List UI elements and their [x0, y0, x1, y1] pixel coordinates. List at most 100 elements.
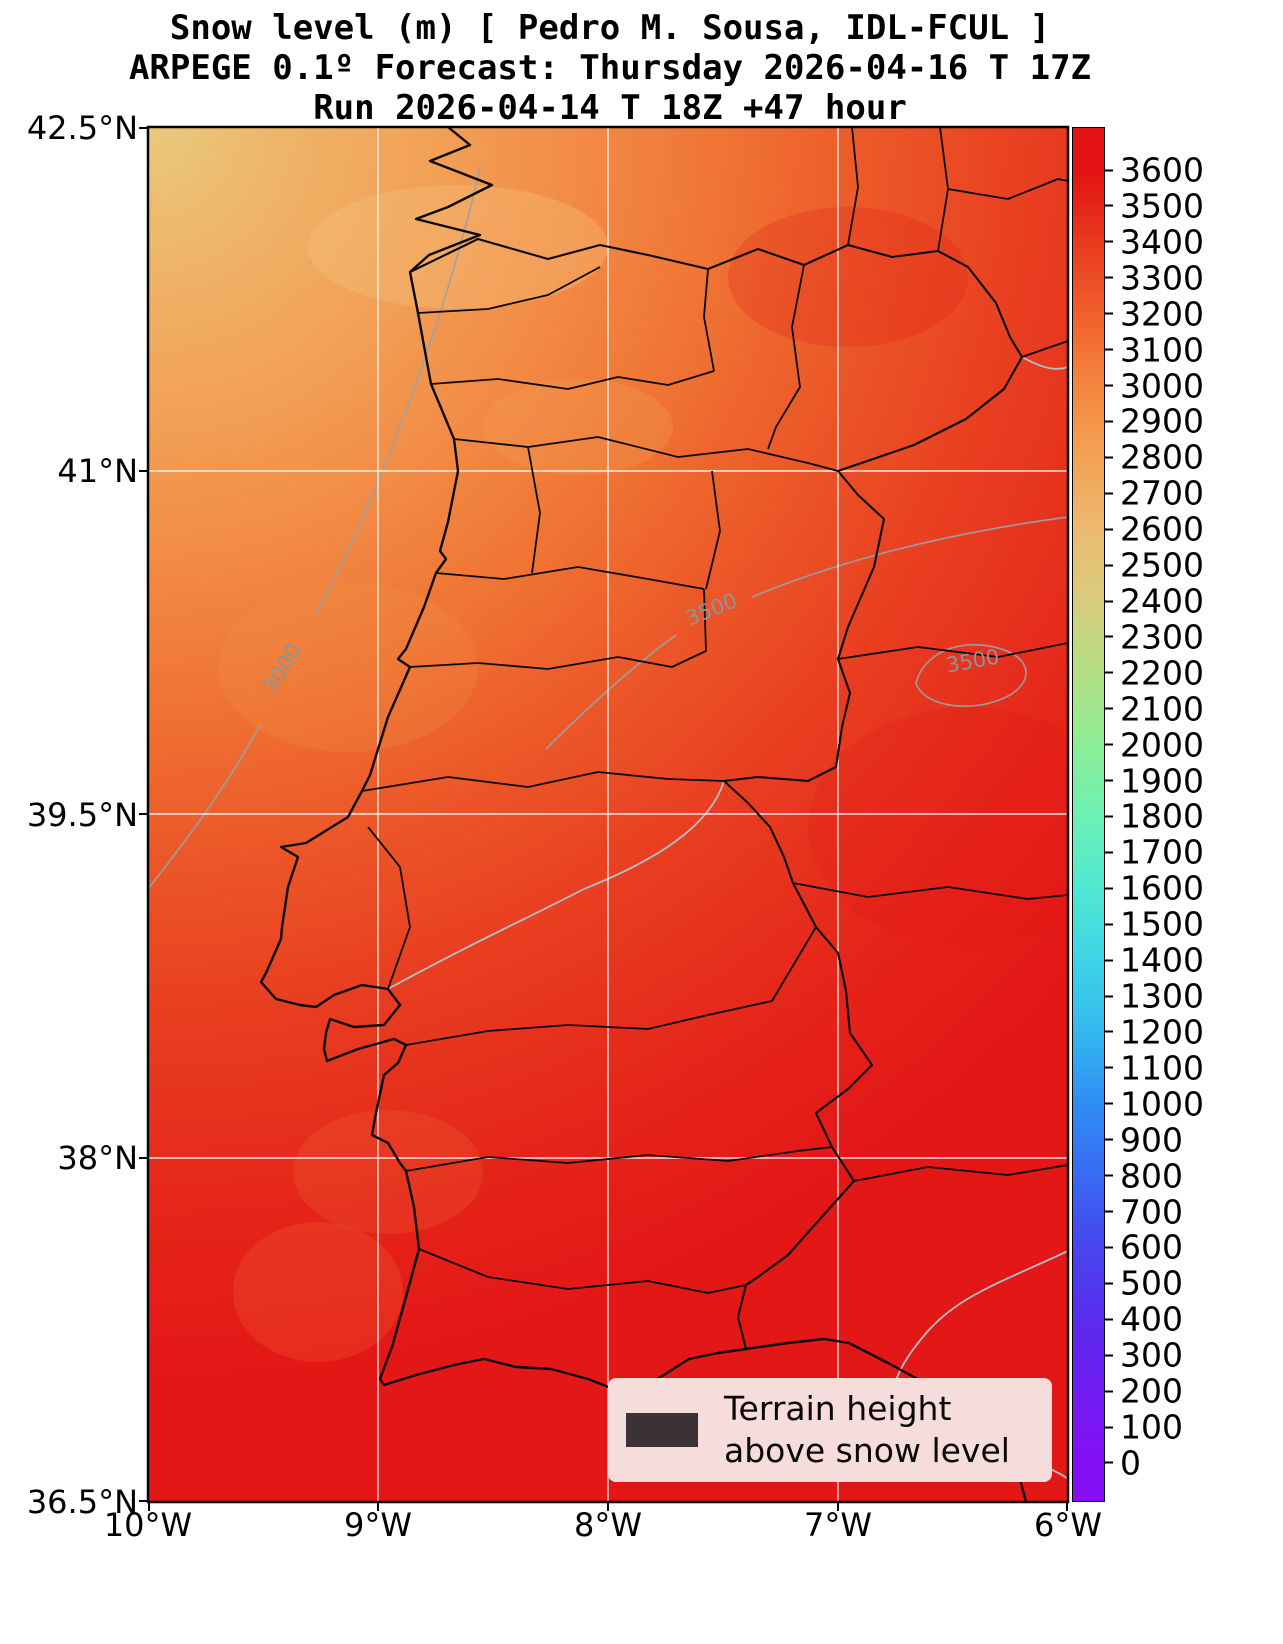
colorbar-tick-label: 700: [1120, 1192, 1183, 1232]
colorbar-tick-label: 1000: [1120, 1084, 1204, 1124]
colorbar-tick-mark: [1105, 1210, 1113, 1213]
colorbar-tick: 2500: [1105, 546, 1204, 585]
colorbar-tick-mark: [1105, 1174, 1113, 1177]
colorbar-tick-mark: [1105, 1390, 1113, 1393]
colorbar-tick-mark: [1105, 276, 1113, 279]
colorbar-tick-mark: [1105, 959, 1113, 962]
colorbar-tick-label: 900: [1120, 1120, 1183, 1160]
colorbar-tick-label: 400: [1120, 1299, 1183, 1339]
contour-3500-line: [751, 516, 1068, 598]
colorbar-tick-label: 500: [1120, 1263, 1183, 1303]
colorbar-tick: 3100: [1105, 330, 1204, 369]
colorbar-tick-mark: [1105, 851, 1113, 854]
colorbar-tick-label: 3200: [1120, 294, 1204, 334]
colorbar-tick-mark: [1105, 600, 1113, 602]
river-tagus: [387, 780, 725, 990]
colorbar-tick-label: 1500: [1120, 904, 1204, 944]
colorbar-tick-mark: [1105, 707, 1113, 710]
colorbar-tick-mark: [1105, 815, 1113, 818]
colorbar-tick: 3400: [1105, 222, 1204, 261]
lat-tick-label: 36.5°N: [26, 1483, 138, 1521]
colorbar-tick-mark: [1105, 1318, 1113, 1321]
colorbar-tick: 1600: [1105, 869, 1204, 908]
colorbar-tick-label: 1200: [1120, 1012, 1204, 1052]
colorbar-tick-mark: [1105, 995, 1113, 998]
colorbar-tick-label: 2700: [1120, 473, 1204, 513]
colorbar-tick: 1000: [1105, 1084, 1204, 1123]
colorbar-tick-label: 100: [1120, 1407, 1183, 1447]
colorbar-tick-label: 800: [1120, 1156, 1183, 1196]
legend: Terrain height above snow level: [608, 1378, 1052, 1482]
colorbar-tick: 1400: [1105, 941, 1204, 980]
legend-line-2: above snow level: [724, 1431, 1010, 1470]
colorbar: [1072, 127, 1105, 1502]
colorbar-tick: 300: [1105, 1336, 1183, 1375]
field-shading: [218, 185, 1068, 1362]
colorbar-tick: 800: [1105, 1156, 1183, 1195]
colorbar-tick: 2100: [1105, 689, 1204, 728]
colorbar-tick-mark: [1105, 1138, 1113, 1141]
colorbar-tick-label: 2000: [1120, 725, 1204, 765]
colorbar-tick-mark: [1105, 1354, 1113, 1357]
colorbar-tick-mark: [1105, 1066, 1113, 1069]
colorbar-tick-mark: [1105, 1461, 1113, 1464]
colorbar-ticks: 3600 3500 3400 3300 3200 3100 3000 2900 2800 2700…: [1105, 127, 1225, 1502]
colorbar-tick: 1900: [1105, 761, 1204, 800]
axis-ticks: [139, 127, 1068, 1511]
lon-tick-label: 7°W: [804, 1506, 872, 1544]
colorbar-tick: 3300: [1105, 258, 1204, 297]
colorbar-tick-label: 3400: [1120, 222, 1204, 262]
colorbar-tick: 2300: [1105, 617, 1204, 656]
colorbar-tick: 3000: [1105, 366, 1204, 405]
colorbar-tick-mark: [1105, 1030, 1113, 1033]
colorbar-tick-mark: [1105, 671, 1113, 674]
colorbar-tick-mark: [1105, 635, 1113, 638]
colorbar-tick-label: 1100: [1120, 1048, 1204, 1088]
title-line-3: Run 2026-04-14 T 18Z +47 hour: [313, 88, 907, 128]
colorbar-tick-mark: [1105, 1426, 1113, 1429]
colorbar-tick-label: 2200: [1120, 653, 1204, 693]
colorbar-tick-label: 2600: [1120, 509, 1204, 549]
colorbar-tick-mark: [1105, 1246, 1113, 1249]
colorbar-tick-label: 3100: [1120, 330, 1204, 370]
title-line-2: ARPEGE 0.1º Forecast: Thursday 2026-04-1…: [128, 48, 1092, 88]
lat-tick-label: 41°N: [57, 452, 138, 490]
colorbar-tick-mark: [1105, 384, 1113, 387]
colorbar-tick: 2200: [1105, 653, 1204, 692]
colorbar-tick: 3200: [1105, 294, 1204, 333]
colorbar-tick-label: 1900: [1120, 761, 1204, 801]
colorbar-tick: 100: [1105, 1408, 1183, 1447]
colorbar-tick: 200: [1105, 1372, 1183, 1411]
colorbar-tick: 0: [1105, 1443, 1141, 1482]
contour-3500-loop: [915, 643, 1027, 707]
lat-tick-label: 38°N: [57, 1139, 138, 1177]
colorbar-tick-label: 3300: [1120, 258, 1204, 298]
colorbar-tick: 400: [1105, 1300, 1183, 1339]
legend-line-1: Terrain height: [724, 1389, 952, 1428]
colorbar-tick: 1800: [1105, 797, 1204, 836]
colorbar-tick-label: 1700: [1120, 832, 1204, 872]
lon-tick-label: 10°W: [103, 1506, 193, 1544]
colorbar-tick-mark: [1105, 456, 1113, 459]
lat-tick-label: 42.5°N: [26, 109, 138, 147]
colorbar-tick-mark: [1105, 779, 1113, 782]
colorbar-tick-mark: [1105, 528, 1113, 531]
colorbar-tick: 1200: [1105, 1012, 1204, 1051]
colorbar-tick: 1700: [1105, 833, 1204, 872]
colorbar-tick: 900: [1105, 1120, 1183, 1159]
colorbar-tick-mark: [1105, 743, 1113, 746]
colorbar-tick-label: 0: [1120, 1443, 1141, 1483]
colorbar-tick: 2800: [1105, 438, 1204, 477]
colorbar-tick-label: 3600: [1120, 150, 1204, 190]
colorbar-tick-label: 2800: [1120, 437, 1204, 477]
colorbar-tick-mark: [1105, 1282, 1113, 1285]
colorbar-tick-label: 2500: [1120, 545, 1204, 585]
colorbar-tick-mark: [1105, 887, 1113, 890]
spain-province-borders: [792, 127, 1068, 1182]
colorbar-tick: 2400: [1105, 582, 1204, 621]
colorbar-tick-mark: [1105, 1102, 1113, 1105]
colorbar-tick-label: 2300: [1120, 617, 1204, 657]
plot-title: Snow level (m) [ Pedro M. Sousa, IDL-FCU…: [0, 8, 1220, 128]
colorbar-tick: 2700: [1105, 474, 1204, 513]
